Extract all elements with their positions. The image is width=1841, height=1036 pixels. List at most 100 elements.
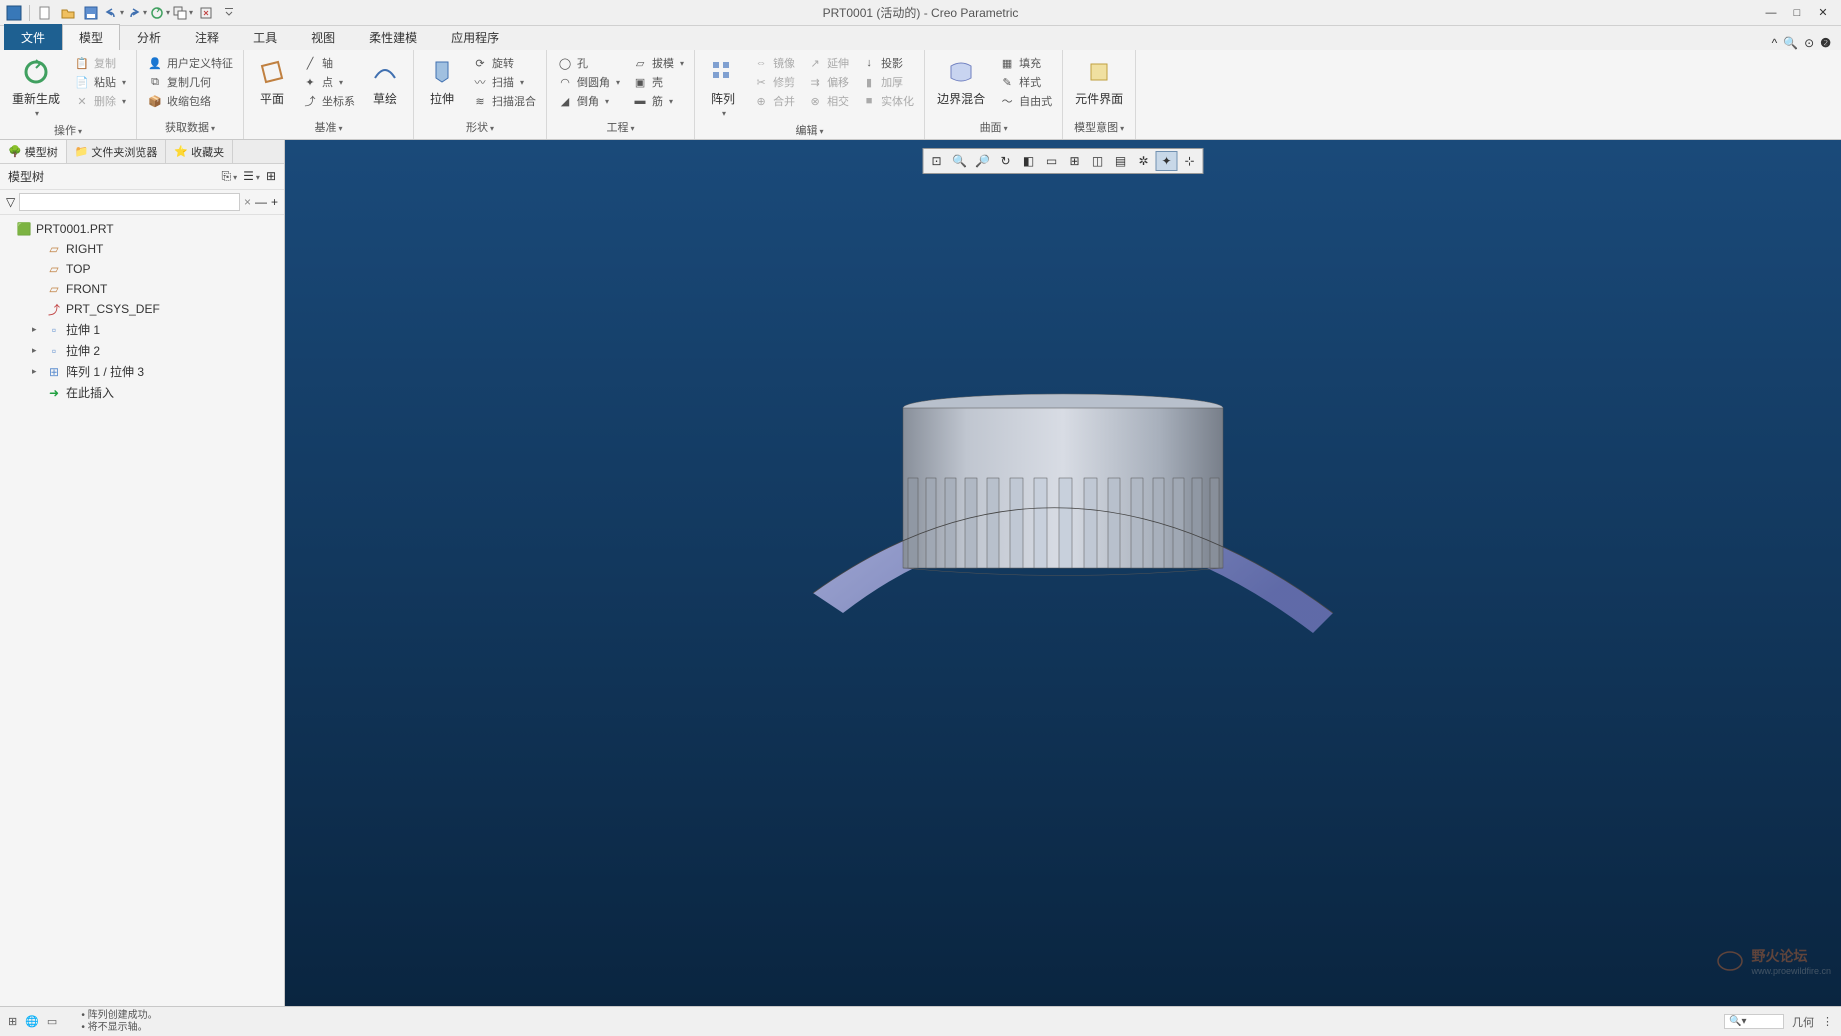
status-more-icon[interactable]: ⋮ <box>1822 1015 1833 1028</box>
shrinkwrap-button[interactable]: 📦收缩包络 <box>145 92 235 110</box>
thicken-button: ▮加厚 <box>859 73 916 91</box>
paste-button[interactable]: 📄粘贴▾ <box>72 73 128 91</box>
sidebar: 🌳模型树 📁文件夹浏览器 ⭐收藏夹 模型树 ⎘▾ ☰▾ ⊞ ▽ × — + 🟩 … <box>0 140 285 1006</box>
regenerate-button[interactable]: 重新生成 ▾ <box>8 54 64 120</box>
pattern-button[interactable]: 阵列 ▾ <box>703 54 743 120</box>
zoomout-icon[interactable]: 🔎 <box>972 151 994 171</box>
help-icon[interactable]: ❷ <box>1820 36 1831 50</box>
fill-button[interactable]: ▦填充 <box>997 54 1054 72</box>
hole-button[interactable]: ◯孔 <box>555 54 622 72</box>
tree-item-top[interactable]: ▱TOP <box>0 259 284 279</box>
new-icon[interactable] <box>35 3 55 23</box>
sweptblend-button[interactable]: ≋扫描混合 <box>470 92 538 110</box>
trim-button: ✂修剪 <box>751 73 797 91</box>
axis-display-icon[interactable]: ⊹ <box>1179 151 1201 171</box>
status-icon3[interactable]: ▭ <box>47 1015 57 1028</box>
tree-item-csys[interactable]: ⤴PRT_CSYS_DEF <box>0 299 284 319</box>
tree-layer-icon[interactable]: ⊞ <box>266 169 276 184</box>
tree-search-input[interactable] <box>19 193 240 211</box>
extrude-button[interactable]: 拉伸 <box>422 54 462 109</box>
save-icon[interactable] <box>81 3 101 23</box>
style-button[interactable]: ✎样式 <box>997 73 1054 91</box>
filter-icon[interactable]: ▽ <box>6 195 15 209</box>
sidebar-tab-fav[interactable]: ⭐收藏夹 <box>166 140 233 163</box>
tree-expand-icon[interactable]: + <box>271 195 278 209</box>
tree-item-extrude2[interactable]: ▸▫拉伸 2 <box>0 340 284 361</box>
draft-button[interactable]: ▱拔模▾ <box>630 54 686 72</box>
tree-item-pattern1[interactable]: ▸⊞阵列 1 / 拉伸 3 <box>0 361 284 382</box>
app-icon[interactable] <box>4 3 24 23</box>
repaint-icon[interactable]: ↻ <box>995 151 1017 171</box>
revolve-button[interactable]: ⟳旋转 <box>470 54 538 72</box>
tab-flex[interactable]: 柔性建模 <box>352 24 434 50</box>
tab-file[interactable]: 文件 <box>4 24 62 50</box>
tab-model[interactable]: 模型 <box>62 24 120 50</box>
collapse-ribbon-icon[interactable]: ^ <box>1772 36 1778 50</box>
round-button[interactable]: ◠倒圆角▾ <box>555 73 622 91</box>
tree-item-front[interactable]: ▱FRONT <box>0 279 284 299</box>
tree-item-extrude1[interactable]: ▸▫拉伸 1 <box>0 319 284 340</box>
refit-icon[interactable]: ⊡ <box>926 151 948 171</box>
clear-filter-icon[interactable]: × <box>244 195 251 209</box>
tab-apps[interactable]: 应用程序 <box>434 24 516 50</box>
display-style-icon[interactable]: ◧ <box>1018 151 1040 171</box>
close-window-icon[interactable] <box>196 3 216 23</box>
ribbon-group-operations: 重新生成 ▾ 📋复制 📄粘贴▾ ✕删除▾ 操作▾ <box>0 50 137 139</box>
status-icon1[interactable]: ⊞ <box>8 1015 17 1028</box>
tree-collapse-icon[interactable]: — <box>255 195 267 209</box>
tab-analysis[interactable]: 分析 <box>120 24 178 50</box>
windows-icon[interactable]: ▾ <box>173 3 193 23</box>
tree-item-right[interactable]: ▱RIGHT <box>0 239 284 259</box>
settings-icon[interactable]: ⊙ <box>1804 36 1814 50</box>
view-manager-icon[interactable]: ⊞ <box>1064 151 1086 171</box>
project-button[interactable]: ↓投影 <box>859 54 916 72</box>
tab-view[interactable]: 视图 <box>294 24 352 50</box>
open-icon[interactable] <box>58 3 78 23</box>
undo-icon[interactable]: ▾ <box>104 3 124 23</box>
annotation-icon[interactable]: ✲ <box>1133 151 1155 171</box>
sweep-button[interactable]: 〰扫描▾ <box>470 73 538 91</box>
sketch-button[interactable]: 草绘 <box>365 54 405 109</box>
ribbon-tabs: 文件 模型 分析 注释 工具 视图 柔性建模 应用程序 ^ 🔍 ⊙ ❷ <box>0 26 1841 50</box>
tab-annotate[interactable]: 注释 <box>178 24 236 50</box>
csys-button[interactable]: ⤴坐标系 <box>300 92 357 110</box>
rib-button[interactable]: ▬筋▾ <box>630 92 686 110</box>
shell-button[interactable]: ▣壳 <box>630 73 686 91</box>
component-button[interactable]: 元件界面 <box>1071 54 1127 109</box>
search-help-icon[interactable]: 🔍 <box>1783 36 1798 50</box>
insert-icon: ➜ <box>46 385 62 401</box>
tab-tools[interactable]: 工具 <box>236 24 294 50</box>
tree-settings-icon[interactable]: ⎘▾ <box>222 169 238 184</box>
sidebar-tab-modeltree[interactable]: 🌳模型树 <box>0 140 67 163</box>
sidebar-tab-folder[interactable]: 📁文件夹浏览器 <box>67 140 167 163</box>
plane-icon: ▱ <box>46 281 62 297</box>
redo-icon[interactable]: ▾ <box>127 3 147 23</box>
spin-center-icon[interactable]: ✦ <box>1156 151 1178 171</box>
perspective-icon[interactable]: ◫ <box>1087 151 1109 171</box>
axis-button[interactable]: ╱轴 <box>300 54 357 72</box>
boundary-button[interactable]: 边界混合 <box>933 54 989 109</box>
freestyle-button[interactable]: 〜自由式 <box>997 92 1054 110</box>
qat-more-icon[interactable] <box>219 3 239 23</box>
intersect-button: ⊗相交 <box>805 92 851 110</box>
tree-root[interactable]: 🟩 PRT0001.PRT <box>0 219 284 239</box>
datum-display-icon[interactable]: ▤ <box>1110 151 1132 171</box>
maximize-button[interactable]: □ <box>1785 4 1809 22</box>
status-search[interactable]: 🔍▾ <box>1724 1014 1784 1029</box>
chamfer-button[interactable]: ◢倒角▾ <box>555 92 622 110</box>
window-controls: — □ ✕ <box>1759 4 1841 22</box>
tree-item-insert[interactable]: ➜在此插入 <box>0 382 284 403</box>
plane-button[interactable]: 平面 <box>252 54 292 109</box>
copygeom-button[interactable]: ⧉复制几何 <box>145 73 235 91</box>
zoomin-icon[interactable]: 🔍 <box>949 151 971 171</box>
regen-icon[interactable]: ▾ <box>150 3 170 23</box>
point-button[interactable]: ✦点▾ <box>300 73 357 91</box>
status-icon2[interactable]: 🌐 <box>25 1015 39 1028</box>
minimize-button[interactable]: — <box>1759 4 1783 22</box>
viewport[interactable]: ⊡ 🔍 🔎 ↻ ◧ ▭ ⊞ ◫ ▤ ✲ ✦ ⊹ <box>285 140 1841 1006</box>
saved-views-icon[interactable]: ▭ <box>1041 151 1063 171</box>
udf-button[interactable]: 👤用户定义特征 <box>145 54 235 72</box>
tree-show-icon[interactable]: ☰▾ <box>243 169 260 184</box>
status-geom[interactable]: 几何 <box>1792 1014 1814 1030</box>
close-button[interactable]: ✕ <box>1811 4 1835 22</box>
